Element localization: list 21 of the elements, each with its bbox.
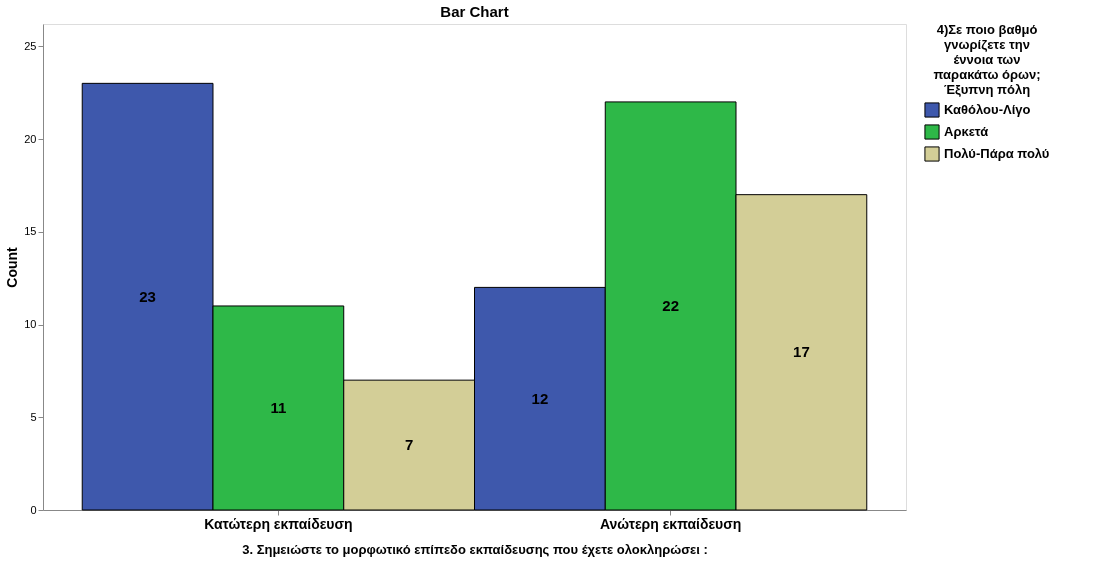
data-label: 22 — [662, 296, 679, 314]
y-tick-label: 20 — [24, 132, 37, 145]
y-tick-label: 5 — [30, 410, 37, 423]
data-label: 7 — [404, 436, 414, 454]
data-label: 17 — [793, 343, 810, 361]
legend-label: Αρκετά — [944, 124, 989, 139]
y-tick-label: 10 — [24, 318, 37, 330]
y-tick-label: 0 — [30, 503, 37, 516]
y-tick-label: 25 — [24, 39, 37, 52]
data-label: 12 — [531, 389, 549, 407]
x-tick-label: Ανώτερη εκπαίδευση — [599, 515, 742, 532]
legend-title: 4)Σε ποιο βαθμό γνωρίζετε την έννοια των παρακάτω όρων; Έξυπνη πόλη — [933, 22, 1041, 97]
chart-title: Bar Chart — [440, 3, 509, 20]
data-label: 11 — [270, 398, 287, 416]
y-tick-label: 15 — [24, 225, 37, 238]
legend-label: Καθόλου-Λίγο — [944, 102, 1031, 117]
x-tick-label: Κατώτερη εκπαίδευση — [204, 515, 353, 532]
y-axis-title: Count — [4, 246, 21, 288]
data-label: 23 — [139, 287, 156, 305]
legend-label: Πολύ-Πάρα πολύ — [944, 146, 1050, 161]
x-axis-title: 3. Σημειώστε το μορφωτικό επίπεδο εκπαίδευσης που έχετε ολοκληρώσει : — [242, 541, 708, 557]
